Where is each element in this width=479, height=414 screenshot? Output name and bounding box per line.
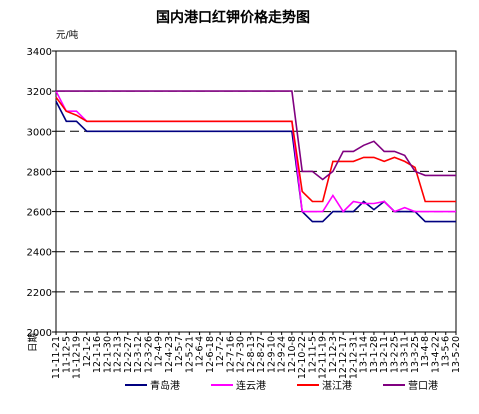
y-tick-label: 2800 bbox=[27, 167, 52, 178]
x-tick-label: 12-3-12 bbox=[133, 336, 144, 373]
x-tick-label: 12-10-8 bbox=[287, 336, 298, 373]
x-tick-label: 12-8-27 bbox=[256, 336, 267, 373]
x-tick-label: 12-2-27 bbox=[123, 336, 134, 373]
x-axis-ticks: 11-11-21 11-12-5 11-12-19 12-1-2 12-1-16 12-1… bbox=[51, 332, 462, 379]
x-tick-label: 12-11-5 bbox=[307, 336, 318, 373]
y-tick-label: 2200 bbox=[27, 288, 52, 299]
x-tick-label: 12-12-17 bbox=[338, 336, 349, 379]
x-tick-label: 12-1-16 bbox=[92, 336, 103, 373]
series-lines bbox=[55, 90, 456, 223]
legend-label: 营口港 bbox=[408, 379, 438, 392]
x-tick-label: 13-4-22 bbox=[430, 336, 441, 373]
x-tick-label: 12-12-3 bbox=[328, 336, 339, 373]
plot-area bbox=[55, 50, 457, 333]
x-tick-label: 12-5-21 bbox=[184, 336, 195, 373]
x-tick-label: 13-1-14 bbox=[359, 336, 370, 373]
x-tick-label: 13-1-28 bbox=[369, 336, 380, 373]
y-tick-label: 2600 bbox=[27, 208, 52, 219]
x-tick-label: 12-3-26 bbox=[143, 336, 154, 373]
x-tick-label: 12-6-18 bbox=[205, 336, 216, 373]
legend-label: 连云港 bbox=[236, 379, 266, 392]
x-tick-label: 13-3-11 bbox=[400, 336, 411, 373]
x-axis-label: 日期 bbox=[28, 333, 39, 352]
x-tick-label: 12-7-2 bbox=[215, 336, 226, 367]
x-tick-label: 12-11-19 bbox=[318, 336, 329, 379]
x-tick-label: 12-2-13 bbox=[113, 336, 124, 373]
legend: 青岛港 连云港 湛江港 营口港 bbox=[125, 379, 438, 392]
x-tick-label: 12-4-9 bbox=[154, 336, 165, 367]
y-tick-label: 3400 bbox=[27, 47, 52, 58]
x-tick-label: 11-12-19 bbox=[72, 336, 83, 379]
x-tick-label: 12-1-30 bbox=[102, 336, 113, 373]
series-line bbox=[56, 90, 456, 181]
x-tick-label: 13-2-11 bbox=[379, 336, 390, 373]
x-tick-label: 12-7-16 bbox=[225, 336, 236, 373]
x-tick-label: 13-3-25 bbox=[410, 336, 421, 373]
x-tick-label: 12-8-13 bbox=[246, 336, 257, 373]
x-tick-label: 12-6-4 bbox=[195, 336, 206, 367]
x-tick-label: 12-7-30 bbox=[236, 336, 247, 373]
x-tick-label: 13-5-20 bbox=[451, 336, 462, 373]
x-tick-label: 13-5-6 bbox=[441, 336, 452, 367]
legend-label: 青岛港 bbox=[150, 379, 180, 392]
y-tick-label: 3000 bbox=[27, 127, 52, 138]
chart-title: 国内港口红钾价格走势图 bbox=[156, 9, 310, 26]
y-tick-label: 2400 bbox=[27, 248, 52, 259]
x-tick-label: 13-2-25 bbox=[389, 336, 400, 373]
x-tick-label: 12-9-10 bbox=[266, 336, 277, 373]
x-tick-label: 12-9-24 bbox=[277, 336, 288, 373]
series-line bbox=[55, 96, 456, 203]
legend-label: 湛江港 bbox=[322, 380, 352, 392]
x-tick-label: 11-11-21 bbox=[51, 336, 62, 379]
y-tick-label: 3200 bbox=[27, 87, 52, 98]
x-tick-label: 13-4-8 bbox=[420, 336, 431, 367]
y-axis-ticks: 2000 2200 2400 2600 2800 3000 3200 3400 bbox=[27, 47, 56, 339]
x-tick-label: 12-12-31 bbox=[348, 336, 359, 379]
x-tick-label: 11-12-5 bbox=[61, 336, 72, 373]
x-tick-label: 12-4-23 bbox=[164, 336, 175, 373]
y-axis-label: 元/吨 bbox=[56, 29, 79, 41]
x-tick-label: 12-5-7 bbox=[174, 336, 185, 367]
y-tick-label: 2000 bbox=[27, 328, 52, 339]
series-line bbox=[55, 100, 456, 223]
x-tick-label: 12-1-2 bbox=[82, 336, 93, 367]
x-tick-label: 12-10-22 bbox=[297, 336, 308, 379]
